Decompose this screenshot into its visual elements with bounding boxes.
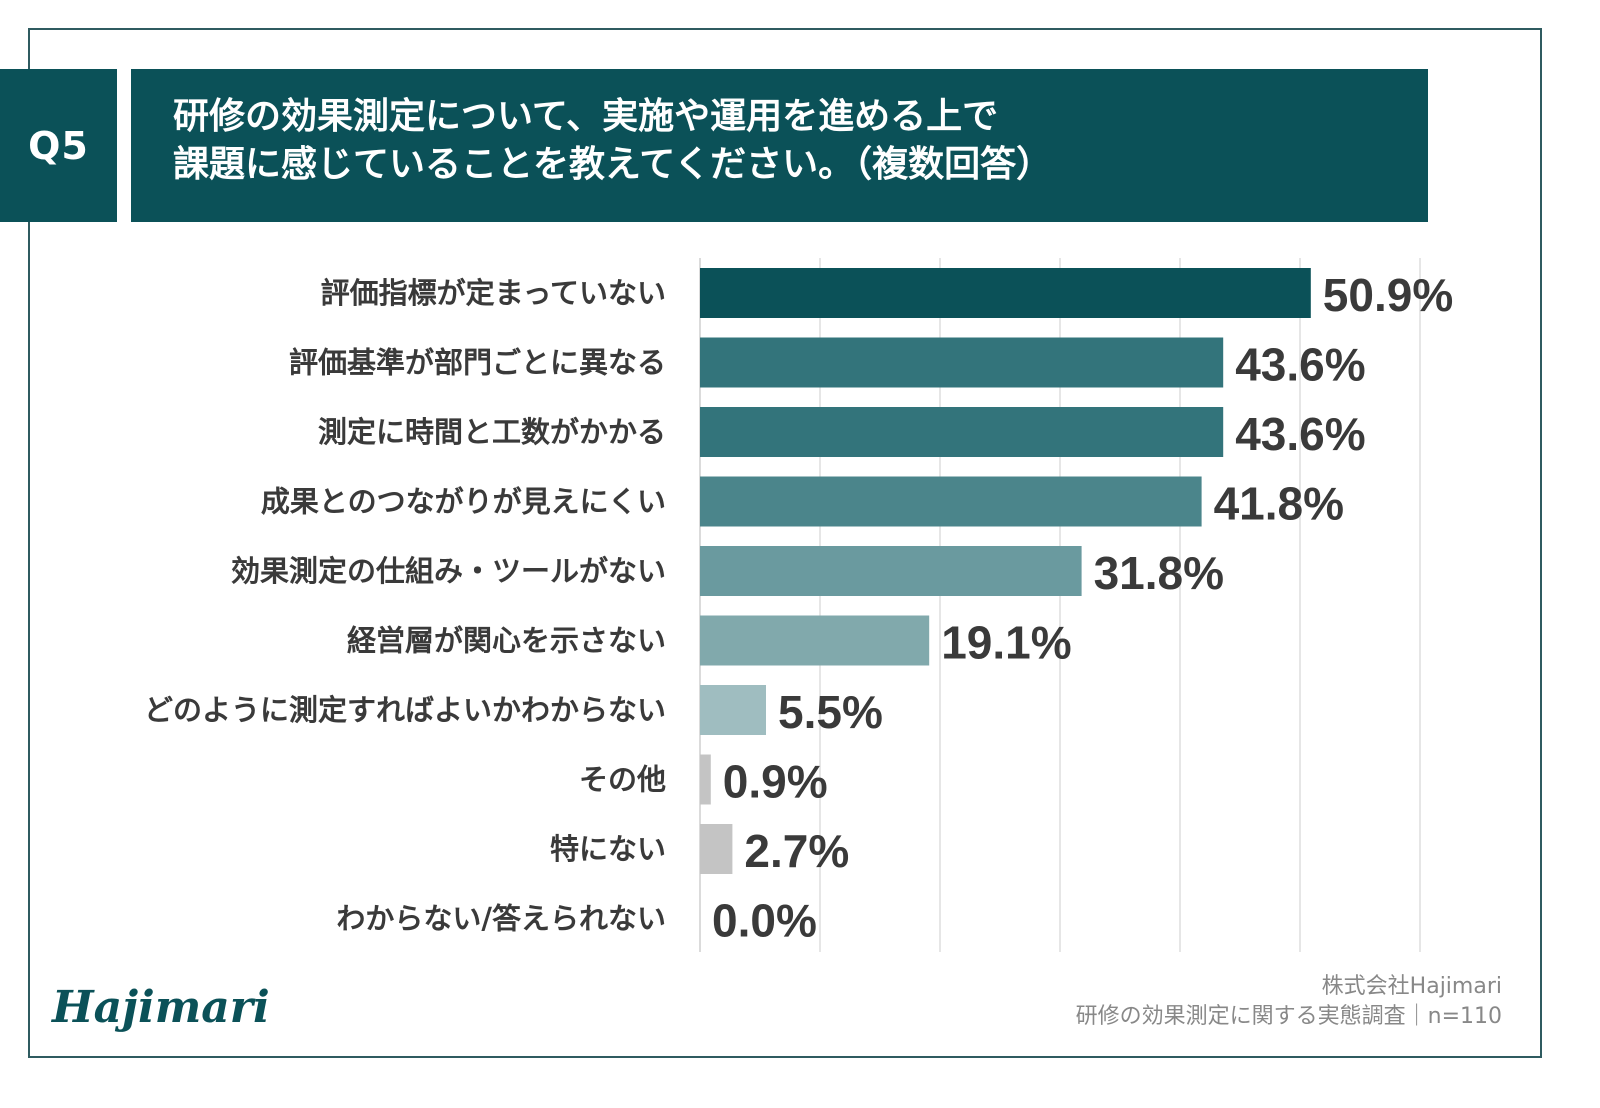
bar xyxy=(700,476,1202,527)
value-label: 0.9% xyxy=(723,756,828,808)
survey-note: 研修の効果測定に関する実態調査｜n=110 xyxy=(1075,1004,1502,1029)
category-label: 評価指標が定まっていない xyxy=(321,276,666,310)
bar xyxy=(700,268,1311,318)
bar xyxy=(700,546,1082,596)
value-label: 43.6% xyxy=(1235,408,1365,460)
question-title-line-2: 課題に感じていることを教えてください。（複数回答） xyxy=(173,144,1053,185)
category-label: わからない/答えられない xyxy=(336,902,666,936)
bar xyxy=(700,685,766,735)
value-label: 50.9% xyxy=(1323,269,1453,321)
value-label: 41.8% xyxy=(1214,478,1344,530)
hajimari-logo: Hajimari xyxy=(52,982,270,1033)
bar xyxy=(700,754,711,805)
company-name: 株式会社Hajimari xyxy=(1321,974,1502,999)
value-label: 43.6% xyxy=(1235,339,1365,391)
bar xyxy=(700,615,930,666)
category-label: 特にない xyxy=(550,832,666,866)
bar xyxy=(700,337,1224,388)
source-note: 株式会社Hajimari 研修の効果測定に関する実態調査｜n=110 xyxy=(1076,972,1502,1032)
logo-text: Hajimari xyxy=(52,982,270,1033)
bar xyxy=(700,824,733,874)
value-label: 0.0% xyxy=(712,895,817,947)
chart-frame xyxy=(28,28,1542,1058)
value-label: 19.1% xyxy=(941,617,1071,669)
category-label: 評価基準が部門ごとに異なる xyxy=(289,346,666,380)
category-label: その他 xyxy=(579,763,666,797)
category-label: 経営層が関心を示さない xyxy=(347,624,666,658)
question-number-badge: Q5 xyxy=(0,69,117,222)
category-label: 成果とのつながりが見えにくい xyxy=(261,485,666,519)
category-label: どのように測定すればよいかわからない xyxy=(144,693,666,727)
question-number: Q5 xyxy=(28,123,89,168)
bar xyxy=(700,407,1224,457)
question-title-line-1: 研修の効果測定について、実施や運用を進める上で xyxy=(173,96,999,137)
category-label: 効果測定の仕組み・ツールがない xyxy=(231,554,666,588)
value-label: 5.5% xyxy=(778,686,883,738)
category-label: 測定に時間と工数がかかる xyxy=(318,415,666,449)
value-label: 2.7% xyxy=(744,825,849,877)
value-label: 31.8% xyxy=(1094,547,1224,599)
question-title-box: 研修の効果測定について、実施や運用を進める上で 課題に感じていることを教えてくだ… xyxy=(131,69,1428,222)
